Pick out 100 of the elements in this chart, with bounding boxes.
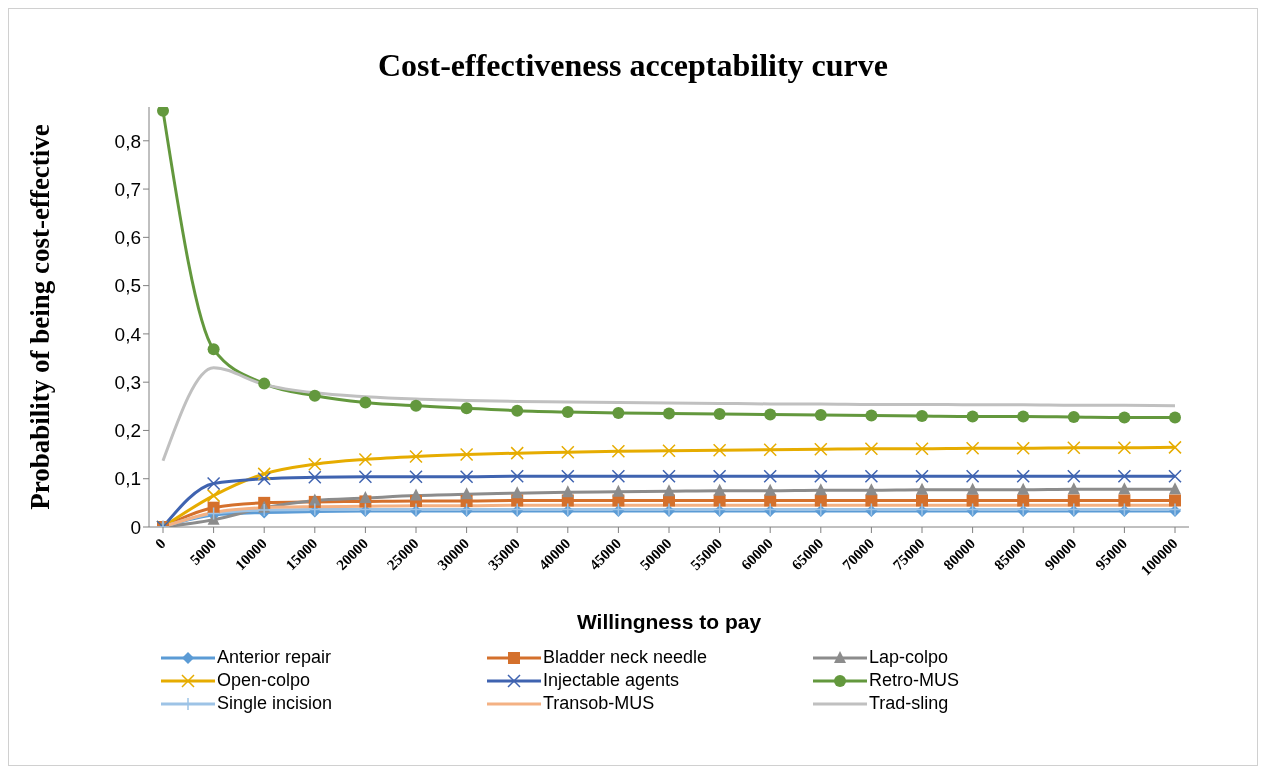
point bbox=[1168, 469, 1182, 484]
point bbox=[308, 457, 322, 471]
point bbox=[459, 447, 474, 462]
point bbox=[1168, 440, 1182, 455]
point bbox=[511, 486, 524, 499]
point bbox=[966, 482, 979, 495]
point bbox=[1017, 482, 1030, 495]
point bbox=[1169, 494, 1181, 507]
point bbox=[1117, 469, 1132, 484]
point bbox=[410, 488, 422, 501]
point bbox=[308, 389, 321, 402]
point bbox=[916, 482, 928, 495]
point bbox=[965, 469, 980, 484]
point bbox=[662, 443, 676, 458]
point bbox=[561, 445, 575, 459]
point bbox=[1067, 482, 1080, 495]
legend-label: Open-colpo bbox=[217, 670, 311, 691]
point bbox=[764, 483, 777, 496]
point bbox=[258, 377, 271, 390]
legend-label: Transob-MUS bbox=[543, 693, 655, 714]
point bbox=[966, 410, 979, 423]
legend-label: Injectable agents bbox=[543, 670, 680, 691]
y-tick-label: 0,4 bbox=[114, 323, 142, 345]
point bbox=[1118, 494, 1131, 507]
point bbox=[1169, 482, 1181, 495]
point bbox=[308, 470, 322, 485]
point bbox=[663, 484, 675, 497]
y-tick-label: 0,2 bbox=[114, 420, 141, 442]
y-tick-label: 0,8 bbox=[114, 130, 141, 152]
line-series bbox=[161, 366, 1177, 463]
point bbox=[965, 441, 980, 456]
y-tick-label: 0,7 bbox=[114, 178, 141, 200]
point bbox=[1016, 441, 1030, 456]
point bbox=[1118, 411, 1131, 424]
point bbox=[1067, 410, 1080, 423]
y-axis-title: Probability of being cost-effective bbox=[24, 124, 55, 510]
point bbox=[410, 399, 422, 412]
point bbox=[1067, 469, 1081, 484]
point bbox=[561, 485, 574, 498]
point bbox=[814, 469, 828, 484]
y-tick-label: 0,6 bbox=[114, 227, 141, 249]
point bbox=[663, 407, 675, 420]
point bbox=[257, 467, 271, 481]
point bbox=[409, 470, 423, 484]
point bbox=[864, 442, 879, 456]
point bbox=[561, 406, 574, 419]
point bbox=[1016, 469, 1030, 484]
point bbox=[359, 396, 372, 409]
point bbox=[207, 343, 220, 356]
point bbox=[1017, 410, 1030, 423]
point bbox=[358, 470, 373, 484]
point bbox=[814, 483, 827, 496]
point bbox=[662, 469, 676, 484]
point bbox=[611, 469, 626, 484]
y-tick-label: 0,1 bbox=[114, 468, 141, 490]
point bbox=[206, 476, 221, 491]
legend-label: Anterior repair bbox=[217, 647, 332, 668]
x-tick-label: 0 bbox=[152, 535, 169, 552]
point bbox=[915, 469, 929, 484]
point bbox=[611, 444, 626, 458]
point bbox=[865, 483, 878, 496]
chart-title: Cost-effectiveness acceptability curve bbox=[376, 46, 889, 85]
point bbox=[712, 469, 727, 484]
point bbox=[966, 494, 979, 507]
legend-label: Single incision bbox=[217, 693, 333, 714]
point bbox=[460, 402, 473, 415]
point bbox=[359, 491, 372, 504]
point bbox=[713, 408, 726, 421]
point bbox=[814, 409, 827, 421]
point bbox=[1067, 494, 1080, 507]
point bbox=[561, 469, 575, 484]
legend-label: Trad-sling bbox=[869, 693, 949, 714]
point bbox=[459, 470, 474, 484]
point bbox=[1067, 441, 1081, 455]
point bbox=[409, 449, 423, 464]
legend-label: Retro-MUS bbox=[869, 670, 960, 691]
point bbox=[814, 442, 828, 457]
point bbox=[358, 452, 373, 467]
point bbox=[763, 443, 777, 457]
point bbox=[916, 409, 928, 422]
point bbox=[1118, 482, 1131, 495]
legend-label: Lap-colpo bbox=[869, 647, 949, 668]
point bbox=[612, 407, 625, 420]
point bbox=[915, 442, 929, 456]
point bbox=[206, 488, 221, 503]
point bbox=[612, 484, 625, 497]
point bbox=[460, 487, 473, 500]
y-tick-label: 0,5 bbox=[114, 275, 141, 297]
point bbox=[157, 107, 169, 117]
point bbox=[864, 469, 879, 484]
y-tick-label: 0 bbox=[130, 516, 141, 538]
x-axis-title: Willingness to pay bbox=[576, 610, 762, 633]
point bbox=[1117, 441, 1132, 455]
point bbox=[1169, 411, 1181, 424]
point bbox=[865, 494, 878, 507]
legend-label: Bladder neck needle bbox=[543, 647, 708, 668]
point bbox=[510, 446, 524, 460]
point bbox=[713, 483, 726, 496]
point bbox=[511, 404, 524, 417]
point bbox=[712, 443, 727, 457]
